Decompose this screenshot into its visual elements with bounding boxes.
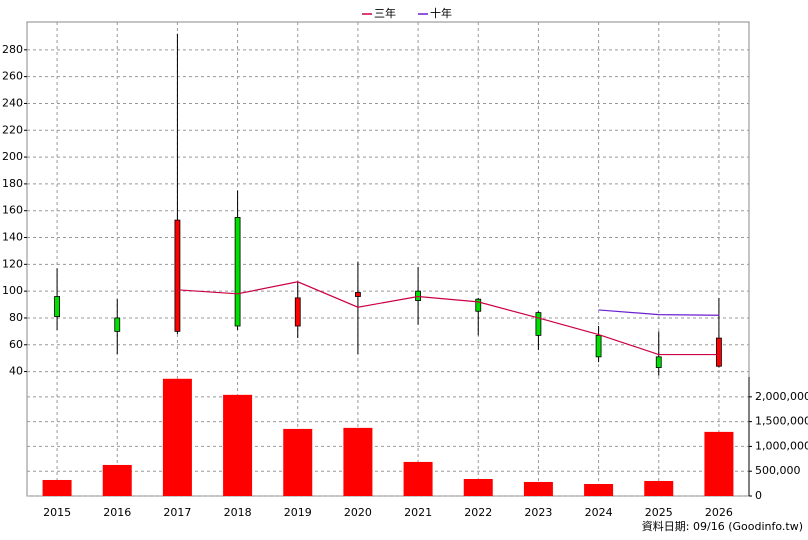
y-tick-label: 80 <box>9 311 23 324</box>
volume-bar <box>463 478 493 496</box>
y2-tick-label: 1,500,000 <box>755 415 808 428</box>
volume-bar <box>584 484 614 496</box>
volume-bar <box>102 464 132 496</box>
y-tick-label: 120 <box>2 257 23 270</box>
volume-bar <box>523 481 553 496</box>
ma-line <box>177 281 719 356</box>
candle-body <box>716 337 722 367</box>
x-tick-label: 2023 <box>524 506 552 519</box>
candle-body <box>234 217 241 327</box>
y-tick-label: 240 <box>2 96 23 109</box>
volume-bar <box>283 428 313 496</box>
x-tick-label: 2022 <box>464 506 492 519</box>
y-tick-label: 260 <box>2 70 23 83</box>
x-tick-label: 2025 <box>645 506 673 519</box>
y-tick-label: 200 <box>2 150 23 163</box>
candle-body <box>655 356 662 368</box>
volume-bar <box>343 427 373 496</box>
y-tick-label: 180 <box>2 177 23 190</box>
x-tick-label: 2016 <box>103 506 131 519</box>
y-tick-label: 160 <box>2 204 23 217</box>
volume-bar <box>223 394 253 496</box>
volume-bar <box>403 461 433 496</box>
x-tick-label: 2020 <box>344 506 372 519</box>
y-tick-label: 220 <box>2 123 23 136</box>
candle-body <box>595 334 602 358</box>
volume-bar <box>42 479 72 496</box>
y-tick-label: 280 <box>2 43 23 56</box>
x-tick-label: 2018 <box>224 506 252 519</box>
candle-body <box>54 296 60 318</box>
x-tick-label: 2021 <box>404 506 432 519</box>
volume-bar <box>162 378 192 496</box>
x-tick-label: 2019 <box>284 506 312 519</box>
y-tick-label: 140 <box>2 231 23 244</box>
volume-bar <box>704 431 734 496</box>
y2-tick-label: 1,000,000 <box>755 439 808 452</box>
y2-tick-label: 500,000 <box>755 464 801 477</box>
candle-body <box>174 219 181 332</box>
legend-label: 三年 <box>374 6 396 20</box>
candle-body <box>475 298 482 312</box>
plot-area <box>26 21 750 497</box>
ma-line <box>598 309 719 316</box>
y2-tick-label: 0 <box>755 489 762 502</box>
candle-body <box>294 297 301 327</box>
x-tick-label: 2015 <box>43 506 71 519</box>
candle-body <box>415 290 421 301</box>
candle-body <box>114 317 121 332</box>
x-tick-label: 2024 <box>585 506 613 519</box>
candle-body <box>535 312 542 336</box>
volume-bar <box>644 480 674 496</box>
source-note: 資料日期: 09/16 (Goodinfo.tw) <box>642 519 803 533</box>
y-tick-label: 100 <box>2 284 23 297</box>
y-tick-label: 60 <box>9 338 23 351</box>
y-tick-label: 40 <box>9 365 23 378</box>
x-tick-label: 2026 <box>705 506 733 519</box>
y2-tick-label: 2,000,000 <box>755 390 808 403</box>
candle-body <box>355 292 361 297</box>
x-tick-label: 2017 <box>163 506 191 519</box>
legend-label: 十年 <box>430 6 452 20</box>
